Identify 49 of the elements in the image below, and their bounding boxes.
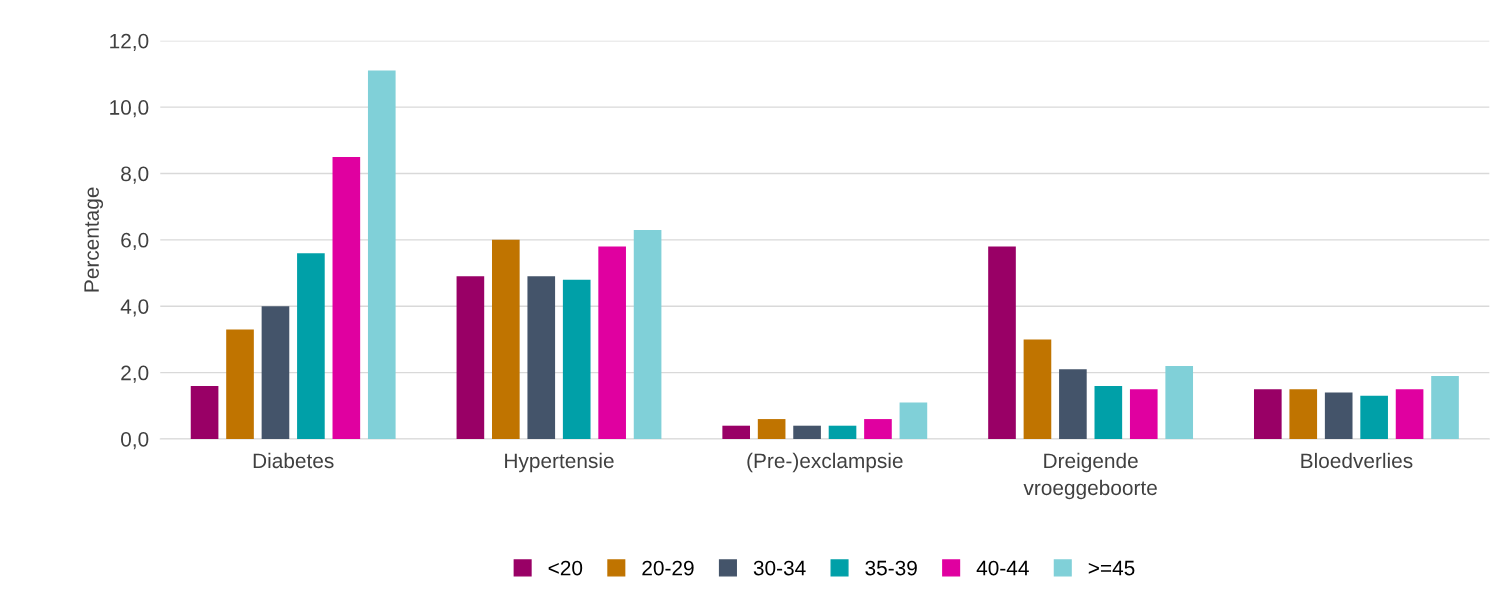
legend-label: 40-44 [976,560,1029,576]
bar [1324,392,1353,439]
bar [297,253,325,439]
x-tick-label: (Pre-)exclampsie [747,452,903,473]
legend-label: >=45 [1088,560,1135,576]
bar [1431,375,1459,439]
bar [226,329,254,439]
bar [1129,389,1158,439]
bar [1059,369,1087,439]
bar [527,276,556,439]
x-tick-label: Diabetes [253,452,334,469]
bar [492,239,520,439]
x-tick-label: Hypertensie [505,452,614,473]
y-tick-label: 12,0 [110,33,149,51]
bar [367,70,396,439]
bar [562,279,591,439]
y-tick-label: 2,0 [121,365,149,383]
bar [1023,339,1052,439]
y-tick-label: 10,0 [110,100,149,118]
bar [899,402,928,439]
x-tick-label: Dreigende vroeggeboorte [1023,452,1157,500]
bar [864,419,892,439]
bar [190,385,219,439]
bar [988,246,1016,439]
bar [261,306,290,439]
y-tick-label: 4,0 [120,299,149,317]
y-tick-label: 8,0 [121,166,149,184]
bar [1395,389,1424,439]
legend-label: 35-39 [865,560,917,576]
bar [1165,365,1194,439]
bar [1253,389,1282,439]
bar [456,276,485,439]
legend-label: 20-29 [642,560,694,576]
bar [1289,389,1318,439]
bar [828,425,857,439]
y-tick-label: 6,0 [121,232,149,251]
bar [757,419,786,439]
x-tick-label: Bloedverlies [1301,452,1413,469]
bar [633,229,662,439]
legend-label: <20 [548,560,583,576]
bar [722,425,751,439]
bar [793,425,821,439]
y-axis-title: Percentage [84,187,104,292]
legend-label: 30-34 [753,560,806,576]
bar [1360,395,1388,439]
y-tick-label: 0,0 [121,431,149,450]
bar [598,246,626,439]
bar [332,156,361,439]
bar [1094,385,1123,439]
